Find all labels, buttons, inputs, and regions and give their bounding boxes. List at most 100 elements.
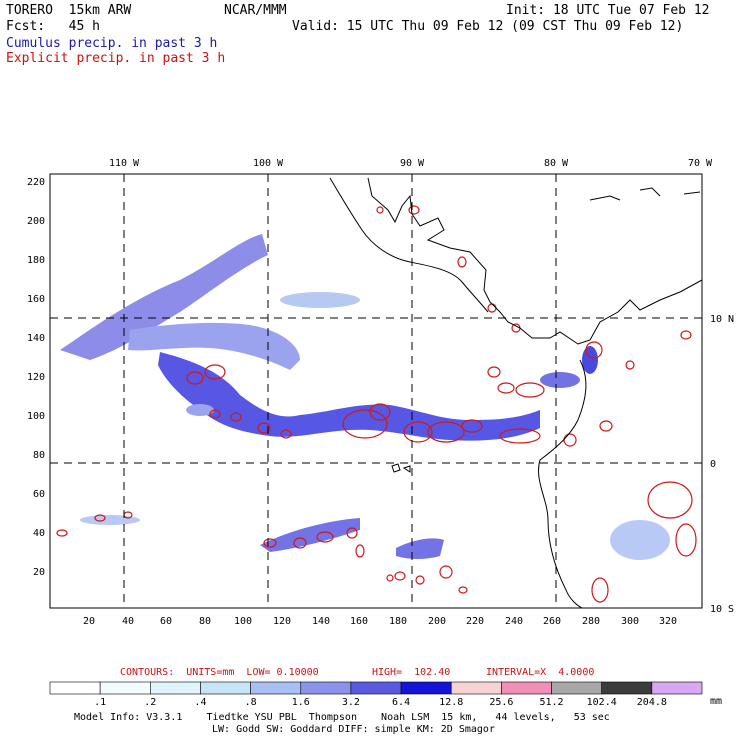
model-info-line2: LW: Godd SW: Goddard DIFF: simple KM: 2D… bbox=[212, 724, 495, 735]
colorbar-label: 25.6 bbox=[489, 697, 514, 708]
colorbar-swatch bbox=[300, 681, 352, 695]
y-tick-label: 160 bbox=[27, 294, 45, 305]
lat-label: 10 S bbox=[710, 604, 734, 615]
precip-cell-explicit bbox=[680, 330, 692, 340]
precip-cell-explicit bbox=[408, 205, 420, 215]
precip-cell-explicit bbox=[346, 527, 358, 539]
colorbar-label: .1 bbox=[94, 697, 107, 708]
precip-cell-explicit bbox=[280, 429, 292, 439]
x-tick-label: 140 bbox=[312, 616, 330, 627]
x-tick-label: 40 bbox=[122, 616, 134, 627]
map-frame bbox=[49, 173, 703, 609]
precip-cell-explicit bbox=[427, 421, 465, 443]
colorbar-swatch bbox=[350, 681, 402, 695]
precip-cell-explicit bbox=[209, 409, 221, 419]
x-tick-label: 160 bbox=[350, 616, 368, 627]
x-tick-label: 220 bbox=[466, 616, 484, 627]
lon-label: 110 W bbox=[109, 158, 140, 169]
precip-cell-explicit bbox=[461, 419, 483, 433]
coastline-central-america bbox=[367, 177, 703, 345]
precip-band-cumulus-south bbox=[260, 518, 360, 552]
precip-cell-explicit bbox=[263, 538, 277, 548]
precip-cell-cumulus bbox=[540, 372, 580, 388]
colorbar-label: 3.2 bbox=[341, 697, 360, 708]
colorbar-unit: mm bbox=[710, 696, 723, 707]
colorbar-swatch bbox=[501, 681, 552, 695]
contours-info: CONTOURS: UNITS=mm LOW= 0.10000 bbox=[120, 667, 319, 678]
forecast-hour: Fcst: 45 h bbox=[6, 19, 100, 34]
lon-label: 70 W bbox=[688, 158, 713, 169]
y-tick-label: 80 bbox=[33, 450, 45, 461]
precip-cell-explicit bbox=[439, 565, 453, 579]
precip-cell-explicit bbox=[293, 537, 307, 549]
x-tick-label: 240 bbox=[505, 616, 523, 627]
y-ticks: 220 200 180 160 140 120 100 80 60 40 20 bbox=[27, 177, 45, 578]
x-tick-label: 60 bbox=[160, 616, 172, 627]
precip-cell-explicit bbox=[599, 420, 613, 432]
y-tick-label: 180 bbox=[27, 255, 45, 266]
contours-interval: INTERVAL=X 4.0000 bbox=[486, 667, 595, 678]
y-tick-label: 120 bbox=[27, 372, 45, 383]
precip-band-cumulus-gulf bbox=[396, 538, 444, 559]
precip-cell-explicit bbox=[585, 341, 603, 359]
coastline-caribbean bbox=[589, 187, 701, 201]
precip-cell-explicit bbox=[56, 529, 68, 537]
precip-cell-explicit bbox=[316, 531, 334, 543]
precip-band-cumulus-mid bbox=[128, 322, 300, 370]
x-tick-label: 120 bbox=[273, 616, 291, 627]
model-title: TORERO 15km ARW bbox=[6, 3, 132, 18]
y-tick-label: 20 bbox=[33, 567, 45, 578]
precip-cell-explicit bbox=[497, 382, 515, 394]
precip-cell-explicit bbox=[499, 428, 541, 444]
colorbar-swatch bbox=[601, 681, 653, 695]
precip-cell-explicit bbox=[403, 421, 433, 443]
colorbar-label: 102.4 bbox=[586, 697, 617, 708]
colorbar-swatch bbox=[250, 681, 302, 695]
colorbar-swatch bbox=[400, 681, 452, 695]
colorbar-swatch bbox=[99, 681, 151, 695]
precip-cell-explicit bbox=[487, 366, 501, 378]
lon-label: 100 W bbox=[253, 158, 284, 169]
y-tick-label: 60 bbox=[33, 489, 45, 500]
precip-cell-cumulus bbox=[582, 346, 598, 374]
coastline bbox=[329, 177, 703, 609]
y-tick-label: 220 bbox=[27, 177, 45, 188]
precip-cell-explicit bbox=[415, 575, 425, 585]
precip-cell-cumulus bbox=[280, 292, 360, 308]
precip-cell-explicit bbox=[186, 371, 204, 385]
precip-cell-explicit bbox=[647, 481, 693, 519]
precip-cell-cumulus bbox=[610, 520, 670, 560]
lon-label: 90 W bbox=[400, 158, 425, 169]
precip-cell-explicit bbox=[94, 514, 106, 522]
x-tick-label: 100 bbox=[234, 616, 252, 627]
precip-cell-explicit bbox=[376, 206, 384, 214]
precip-cell-explicit bbox=[342, 409, 388, 439]
precip-cell-explicit bbox=[394, 571, 406, 581]
x-tick-label: 260 bbox=[543, 616, 561, 627]
cumulus-precip bbox=[60, 234, 670, 560]
precip-cell-explicit bbox=[457, 256, 467, 268]
lon-labels: 110 W 100 W 90 W 80 W 70 W bbox=[109, 158, 713, 169]
precip-cell-explicit bbox=[515, 382, 545, 398]
lat-labels: 10 N 0 10 S bbox=[710, 314, 734, 615]
colorbar-label: 204.8 bbox=[636, 697, 667, 708]
colorbar-label: .2 bbox=[144, 697, 157, 708]
precip-cell-explicit bbox=[458, 586, 468, 594]
legend-explicit: Explicit precip. in past 3 h bbox=[6, 51, 226, 66]
model-info-line1: Model Info: V3.3.1 Tiedtke YSU PBL Thomp… bbox=[74, 712, 610, 723]
precip-cell-explicit bbox=[591, 577, 609, 603]
y-tick-label: 200 bbox=[27, 216, 45, 227]
coastline-mexico-pacific bbox=[329, 177, 489, 313]
lon-label: 80 W bbox=[544, 158, 569, 169]
coastline-galapagos bbox=[391, 463, 411, 473]
colorbar-swatch bbox=[49, 681, 101, 695]
y-tick-label: 100 bbox=[27, 411, 45, 422]
x-ticks: 20 40 60 80 100 120 140 160 180 200 220 … bbox=[83, 616, 677, 627]
colorbar-swatch bbox=[551, 681, 602, 695]
precip-cell-explicit bbox=[355, 544, 365, 558]
x-tick-label: 280 bbox=[582, 616, 600, 627]
x-tick-label: 300 bbox=[621, 616, 639, 627]
colorbar-swatch bbox=[450, 681, 502, 695]
graticule bbox=[50, 174, 702, 608]
